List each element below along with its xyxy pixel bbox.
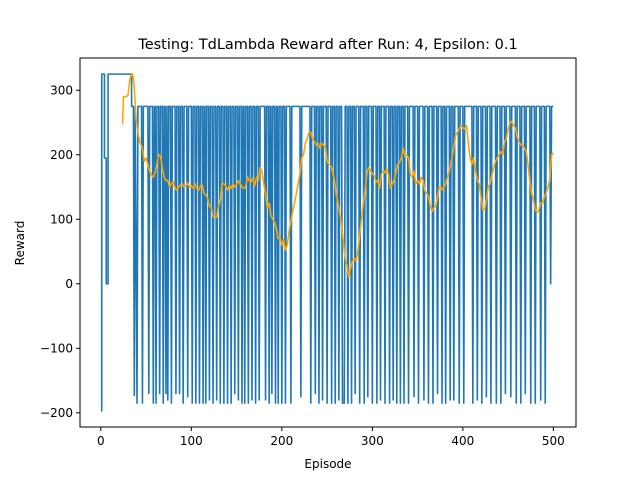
y-axis: −200 −100 0 100 200 300 <box>40 83 80 420</box>
y-tick-label: −100 <box>40 341 73 355</box>
x-tick-label: 200 <box>270 434 293 448</box>
x-tick-label: 500 <box>542 434 565 448</box>
series-line-2 <box>121 73 554 279</box>
x-tick-label: 0 <box>97 434 105 448</box>
x-axis-label: Episode <box>304 457 351 471</box>
y-axis-label: Reward <box>13 221 27 266</box>
axes-frame <box>79 57 577 428</box>
y-tick-label: 100 <box>50 212 73 226</box>
y-tick-label: 300 <box>50 83 73 97</box>
chart-title: Testing: TdLambda Reward after Run: 4, E… <box>137 37 517 53</box>
y-tick-label: −200 <box>40 406 73 420</box>
x-tick-label: 300 <box>361 434 384 448</box>
x-tick-label: 100 <box>180 434 203 448</box>
x-axis: 0 100 200 300 400 500 <box>97 427 565 448</box>
series-line-1 <box>100 73 554 412</box>
plot-area <box>100 73 554 412</box>
y-tick-label: 200 <box>50 148 73 162</box>
y-tick-label: 0 <box>65 277 73 291</box>
x-tick-label: 400 <box>451 434 474 448</box>
